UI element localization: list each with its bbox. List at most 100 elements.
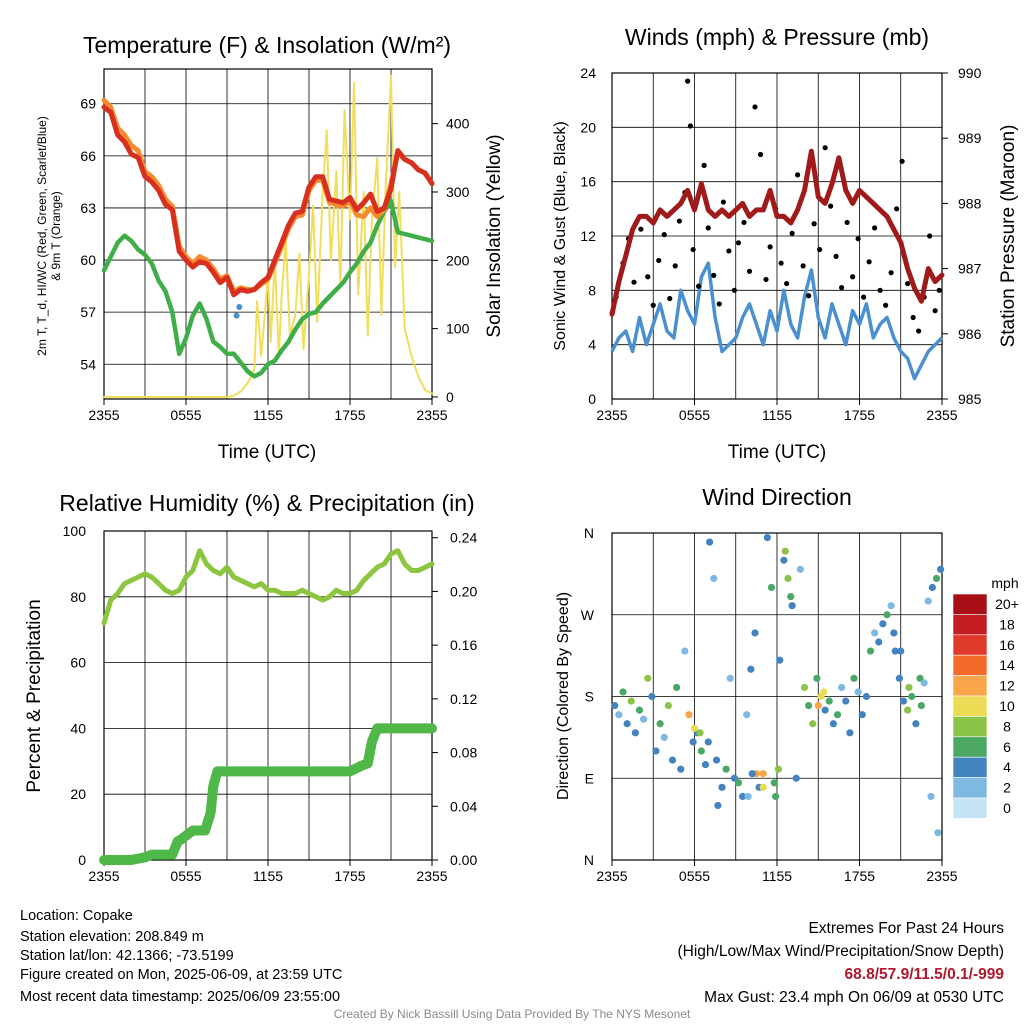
y-axis-label: Direction (Colored By Speed) bbox=[555, 592, 572, 800]
gust-point bbox=[916, 328, 922, 334]
direction-point bbox=[784, 574, 792, 583]
y-tick-label: 69 bbox=[80, 96, 96, 112]
x-tick-label: 2355 bbox=[596, 407, 627, 423]
direction-point bbox=[866, 647, 875, 655]
direction-point bbox=[813, 674, 821, 682]
direction-point bbox=[664, 701, 672, 710]
x-tick-label: 1755 bbox=[334, 868, 365, 884]
x-tick-label: 1155 bbox=[762, 868, 792, 884]
direction-point bbox=[619, 688, 627, 696]
y-tick-label: 57 bbox=[80, 304, 96, 320]
legend-swatch bbox=[952, 593, 988, 615]
direction-point bbox=[924, 597, 932, 605]
y-tick-label: 24 bbox=[580, 65, 596, 81]
y-tick-label: S bbox=[585, 689, 594, 705]
gust-point bbox=[701, 162, 707, 168]
direction-point bbox=[821, 706, 829, 714]
extremes-title: Extremes For Past 24 Hours bbox=[808, 920, 1004, 937]
y-tick-label: 40 bbox=[70, 720, 86, 736]
direction-point bbox=[734, 779, 743, 787]
gust-point bbox=[806, 293, 812, 299]
direction-point bbox=[685, 711, 693, 719]
x-tick-label: 0555 bbox=[679, 407, 710, 423]
legend-swatch bbox=[952, 736, 988, 758]
gust-point bbox=[899, 158, 905, 164]
y-axis-label: Sonic Wind & Gust (Blue, Black) bbox=[552, 121, 569, 350]
direction-point bbox=[696, 729, 704, 737]
gust-point bbox=[833, 253, 839, 259]
y2-tick-label: 989 bbox=[958, 130, 982, 146]
legend-swatch bbox=[952, 716, 988, 738]
direction-point bbox=[644, 674, 652, 682]
direction-point bbox=[722, 765, 730, 773]
legend-swatch bbox=[952, 777, 988, 799]
direction-point bbox=[796, 565, 804, 573]
direction-point bbox=[623, 720, 631, 728]
legend-label: 20+ bbox=[995, 596, 1019, 612]
direction-point bbox=[718, 783, 726, 791]
gust-point bbox=[778, 260, 784, 266]
x-tick-label: 0555 bbox=[170, 407, 201, 423]
direction-point bbox=[820, 688, 828, 696]
direction-point bbox=[710, 574, 718, 583]
gust-point bbox=[746, 268, 753, 274]
direction-point bbox=[744, 792, 752, 801]
gust-point bbox=[735, 240, 742, 246]
x-tick-label: 2355 bbox=[416, 868, 447, 884]
direction-point bbox=[905, 683, 913, 692]
hi-wc-point bbox=[236, 303, 243, 310]
x-tick-label: 1755 bbox=[844, 868, 875, 884]
direction-point bbox=[879, 620, 887, 628]
y2-tick-label: 0.20 bbox=[450, 583, 477, 599]
direction-point bbox=[747, 665, 755, 673]
gust-point bbox=[752, 104, 758, 110]
direction-point bbox=[631, 729, 639, 737]
gust-point bbox=[872, 225, 878, 231]
footer-recent: Most recent data timestamp: 2025/06/09 2… bbox=[20, 989, 341, 1005]
gust-point bbox=[822, 145, 828, 151]
x-tick-label: 2355 bbox=[926, 407, 957, 423]
direction-point bbox=[825, 697, 833, 705]
direction-point bbox=[908, 692, 916, 701]
direction-point bbox=[759, 783, 767, 791]
legend-swatch bbox=[952, 654, 988, 676]
direction-point bbox=[917, 701, 925, 710]
gust-point bbox=[888, 270, 894, 276]
direction-point bbox=[862, 692, 870, 701]
y-tick-label: 16 bbox=[580, 174, 596, 190]
direction-point bbox=[776, 656, 784, 664]
gust-point bbox=[905, 280, 911, 287]
y-tick-label: E bbox=[585, 770, 594, 786]
gust-point bbox=[861, 294, 867, 300]
y2-tick-label: 0 bbox=[446, 389, 454, 405]
direction-point bbox=[635, 706, 644, 714]
chart-title: Winds (mph) & Pressure (mb) bbox=[625, 24, 929, 50]
direction-point bbox=[652, 747, 660, 755]
direction-point bbox=[928, 583, 936, 592]
x-tick-label: 1755 bbox=[334, 407, 365, 423]
y2-tick-label: 986 bbox=[958, 326, 982, 342]
gust-point bbox=[645, 274, 651, 280]
gust-point bbox=[672, 263, 678, 269]
direction-point bbox=[838, 683, 846, 692]
direction-point bbox=[927, 792, 935, 801]
legend-swatch bbox=[952, 695, 988, 717]
y2-tick-label: 200 bbox=[446, 252, 470, 268]
legend-label: 2 bbox=[1003, 780, 1011, 796]
gust-point bbox=[741, 219, 747, 226]
x-tick-label: 2355 bbox=[926, 868, 957, 884]
gust-point bbox=[828, 203, 834, 209]
y2-tick-label: 0.00 bbox=[450, 852, 477, 868]
direction-point bbox=[792, 774, 800, 782]
y-tick-label: 12 bbox=[580, 228, 596, 244]
gust-point bbox=[726, 248, 732, 254]
legend-title: mph bbox=[991, 575, 1018, 591]
gust-point bbox=[795, 172, 801, 178]
gust-point bbox=[705, 225, 711, 231]
direction-point bbox=[706, 538, 714, 546]
direction-point bbox=[899, 697, 908, 705]
extremes-values: 68.8/57.9/11.5/0.1/-999 bbox=[844, 966, 1004, 983]
gust-point bbox=[757, 151, 764, 158]
direction-point bbox=[809, 720, 817, 728]
direction-point bbox=[858, 711, 866, 719]
